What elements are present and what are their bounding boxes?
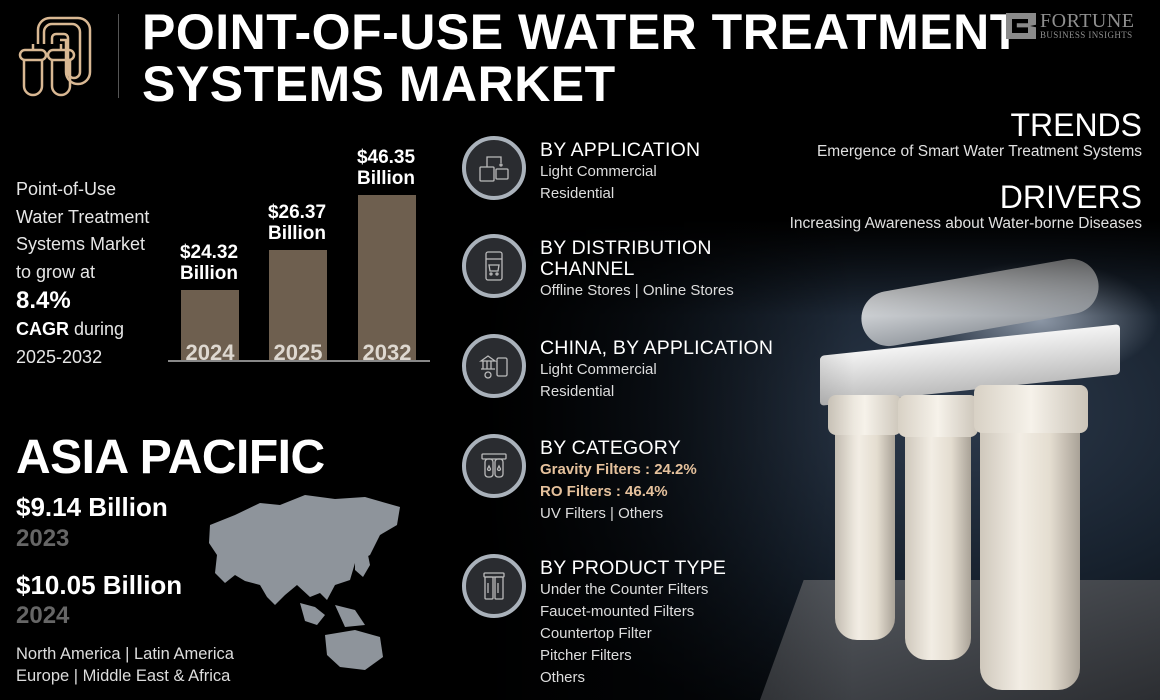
asia-pacific-map-icon xyxy=(209,495,400,670)
trends-block: TRENDS Emergence of Smart Water Treatmen… xyxy=(817,108,1142,162)
bar-2032: 2032 xyxy=(358,195,416,365)
brand-logo: FORTUNE BUSINESS INSIGHTS xyxy=(1006,10,1135,40)
segment-by-product-type: BY PRODUCT TYPE Under the Counter Filter… xyxy=(462,554,726,689)
segment-title: BY CATEGORY xyxy=(540,437,681,459)
segment-item: Countertop Filter xyxy=(540,625,652,642)
segment-item: Residential xyxy=(540,383,615,400)
segment-item-highlight: RO Filters : 46.4% xyxy=(540,483,668,500)
segment-item: Light Commercial xyxy=(540,163,657,180)
bar-value-label: $46.35 Billion xyxy=(346,147,426,189)
bar-amount: $26.37 xyxy=(267,202,327,223)
segment-item: Under the Counter Filters xyxy=(540,581,709,598)
other-regions: North America | Latin America Europe | M… xyxy=(16,643,234,687)
bar-2025: 2025 xyxy=(269,250,327,365)
header-divider xyxy=(118,14,119,98)
cartridge-filter-icon xyxy=(462,554,526,618)
segment-item: Residential xyxy=(540,185,615,202)
bar-year: 2024 xyxy=(185,340,235,365)
segment-by-distribution-channel: BY DISTRIBUTION CHANNEL Offline Stores |… xyxy=(462,234,734,302)
brand-subtitle: BUSINESS INSIGHTS xyxy=(1040,30,1133,40)
bar-year: 2025 xyxy=(273,340,323,365)
during-text: during xyxy=(69,319,125,339)
water-filter-photo xyxy=(480,220,1160,700)
bar-year: 2032 xyxy=(362,340,412,365)
other-regions-line: Europe | Middle East & Africa xyxy=(16,667,231,685)
bar-amount: $46.35 xyxy=(356,147,416,168)
drivers-title: DRIVERS xyxy=(999,179,1142,215)
region-value-2023: $9.14 Billion xyxy=(16,492,168,522)
brand-name: FORTUNE xyxy=(1040,10,1135,32)
twin-filter-icon xyxy=(462,434,526,498)
growth-line: Systems Market xyxy=(16,234,146,254)
trends-text: Emergence of Smart Water Treatment Syste… xyxy=(816,143,1142,160)
other-regions-line: North America | Latin America xyxy=(16,645,234,663)
market-size-bar-chart: $24.32 Billion 2024 $26.37 Billion 2025 … xyxy=(168,140,430,365)
bar-unit: Billion xyxy=(179,263,239,284)
building-phone-icon xyxy=(462,334,526,398)
trends-title: TRENDS xyxy=(1010,107,1142,143)
segment-title: BY DISTRIBUTION xyxy=(540,237,712,259)
segment-title: CHINA, BY APPLICATION xyxy=(540,337,774,359)
cagr-label: CAGR xyxy=(16,319,69,339)
growth-line: to grow at xyxy=(16,261,96,282)
segment-by-application: BY APPLICATION Light Commercial Resident… xyxy=(462,136,700,205)
region-title: ASIA PACIFIC xyxy=(16,431,325,484)
growth-summary: Point-of-Use Water Treatment Systems Mar… xyxy=(16,176,149,371)
bar-value-label: $24.32 Billion xyxy=(169,242,249,284)
segment-title: BY APPLICATION xyxy=(540,139,701,161)
fortune-logo-icon xyxy=(1006,13,1036,39)
segment-item: Offline Stores | Online Stores xyxy=(540,282,734,299)
cagr-value: 8.4% xyxy=(16,287,71,314)
segment-title-line-2: CHANNEL xyxy=(540,258,635,280)
water-filter-icon xyxy=(18,16,92,97)
region-year-2024: 2024 xyxy=(16,602,70,629)
segment-china-by-application: CHINA, BY APPLICATION Light Commercial R… xyxy=(462,334,773,403)
bar-unit: Billion xyxy=(356,168,416,189)
segment-item: UV Filters | Others xyxy=(540,505,664,522)
bar-unit: Billion xyxy=(267,223,327,244)
growth-line: Water Treatment xyxy=(16,206,150,227)
segment-item: Light Commercial xyxy=(540,361,657,378)
segment-item: Others xyxy=(540,669,586,686)
page-title: POINT-OF-USE WATER TREATMENT SYSTEMS MAR… xyxy=(142,6,1021,110)
drivers-text: Increasing Awareness about Water-borne D… xyxy=(789,215,1142,232)
cagr-line: CAGR during xyxy=(16,316,149,344)
segment-title: BY PRODUCT TYPE xyxy=(540,557,727,579)
region-year-2023: 2023 xyxy=(16,525,70,552)
growth-line: Point-of-Use xyxy=(16,179,117,199)
chart-baseline xyxy=(168,360,430,362)
segment-item-highlight: Gravity Filters : 24.2% xyxy=(540,461,697,478)
mobile-shop-cart-icon xyxy=(462,234,526,298)
drivers-block: DRIVERS Increasing Awareness about Water… xyxy=(790,180,1142,234)
forecast-period: 2025-2032 xyxy=(16,346,103,367)
region-value-2024: $10.05 Billion xyxy=(16,570,183,600)
segment-item: Pitcher Filters xyxy=(540,647,632,664)
bar-amount: $24.32 xyxy=(179,242,239,263)
segment-by-category: BY CATEGORY Gravity Filters : 24.2% RO F… xyxy=(462,434,697,525)
bar-value-label: $26.37 Billion xyxy=(257,202,337,244)
title-line-2: SYSTEMS MARKET xyxy=(142,56,616,112)
title-line-1: POINT-OF-USE WATER TREATMENT xyxy=(142,4,1021,60)
bar-2024: 2024 xyxy=(181,290,239,365)
segment-item: Faucet-mounted Filters xyxy=(540,603,695,620)
faucet-appliance-icon xyxy=(462,136,526,200)
